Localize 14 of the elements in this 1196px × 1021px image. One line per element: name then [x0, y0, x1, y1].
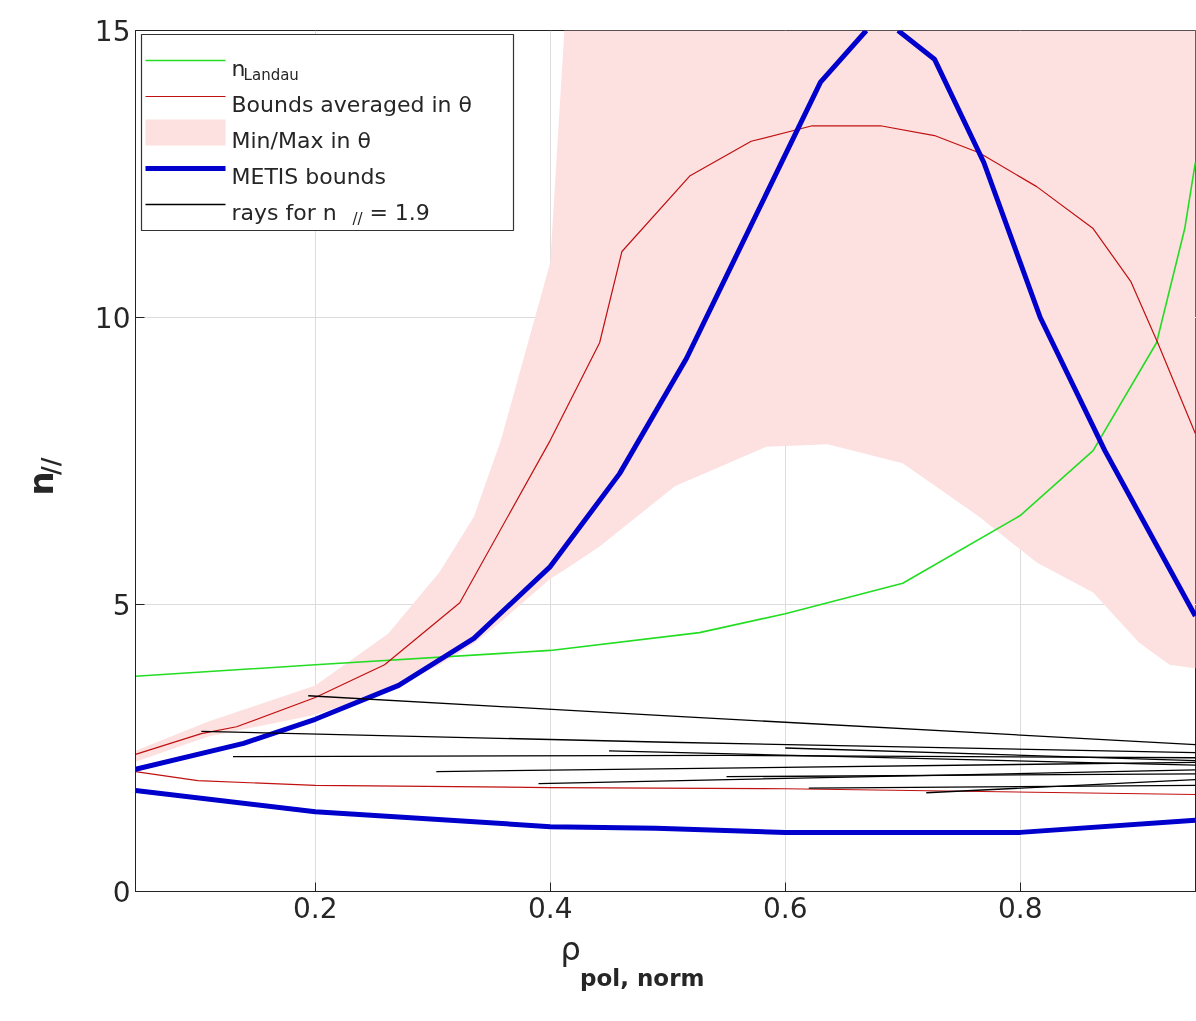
y-axis-title: n// — [20, 457, 65, 496]
legend-label: Min/Max in θ — [231, 127, 371, 153]
legend-label: METIS bounds — [231, 163, 387, 189]
x-tick-label: 0.8 — [997, 891, 1043, 925]
legend-label: rays for n// = 1.9 — [231, 199, 430, 228]
legend-label: Bounds averaged in θ — [231, 91, 472, 117]
y-tick-label: 0 — [112, 876, 131, 909]
x-tick-label: 0.2 — [293, 891, 338, 925]
y-tick-label: 15 — [94, 15, 131, 48]
x-tick-label: 0.6 — [763, 891, 808, 925]
y-tick-label: 10 — [94, 302, 131, 335]
x-axis-title: ρpol, norm — [560, 929, 705, 991]
x-tick-label: 0.4 — [528, 891, 573, 925]
y-tick-label: 5 — [112, 589, 131, 622]
